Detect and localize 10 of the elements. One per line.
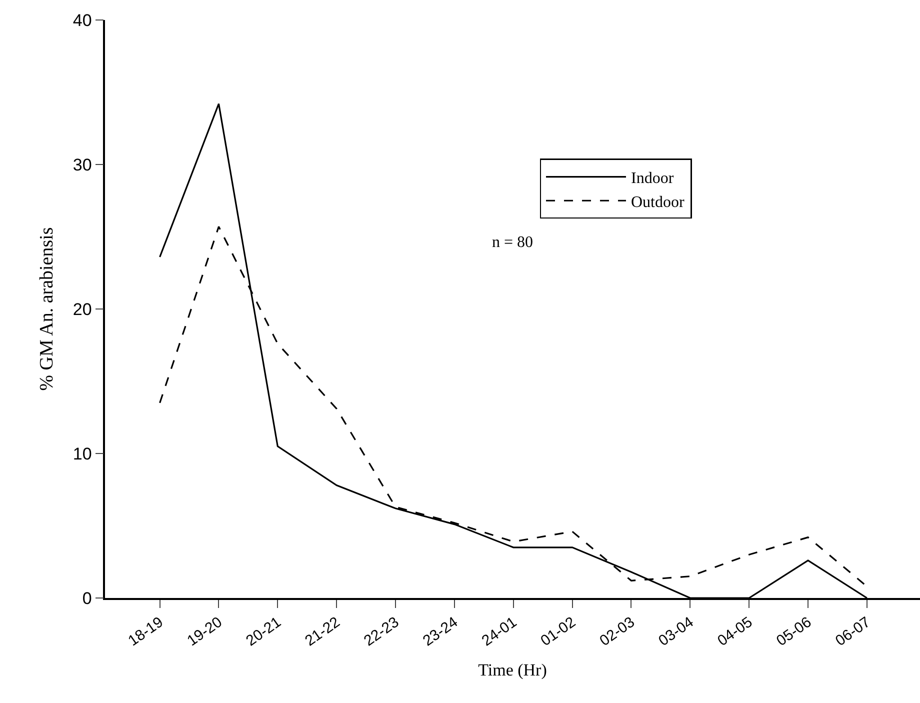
y-tick-label: 30 (72, 155, 92, 174)
y-axis-title: % GM An. arabiensis (36, 227, 58, 391)
legend-label: Outdoor (631, 194, 685, 211)
legend-label: Indoor (631, 170, 674, 188)
y-tick-label: 40 (72, 10, 92, 30)
annotation: n = 80 (492, 234, 534, 251)
y-tick-label: 10 (72, 444, 92, 464)
x-axis-title: Time (Hr) (478, 660, 547, 680)
y-tick-label: 20 (72, 300, 92, 319)
y-tick-label: 0 (82, 588, 92, 608)
